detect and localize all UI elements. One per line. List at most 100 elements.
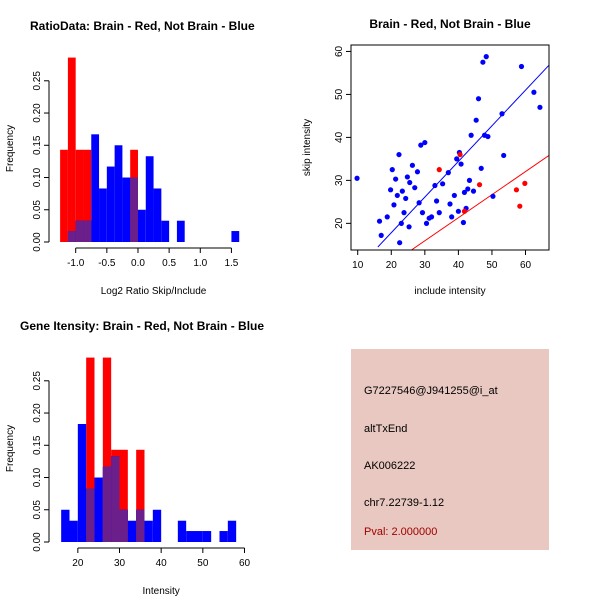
point-brain: [457, 151, 463, 158]
event-type: altTxEnd: [364, 423, 408, 435]
point-not-brain: [451, 192, 457, 199]
point-not-brain: [404, 174, 410, 180]
point-not-brain: [418, 142, 424, 148]
x-tick-label: 20: [386, 260, 398, 271]
point-not-brain: [384, 214, 390, 220]
bar-brain: [136, 449, 145, 542]
not-brain-points: [354, 54, 543, 246]
bar-not-brain: [77, 423, 87, 542]
point-not-brain: [454, 156, 460, 162]
bar-not-brain: [69, 520, 78, 542]
point-not-brain: [403, 195, 409, 202]
x-tick-label: 40: [156, 558, 168, 569]
genomic-location: chr7.22739-1.12: [364, 497, 445, 509]
y-tick-label: 0.00: [32, 532, 43, 552]
bar-brain: [75, 149, 84, 242]
bar-brain: [86, 357, 95, 542]
point-not-brain: [391, 202, 397, 208]
point-not-brain: [414, 169, 421, 175]
y-tick-label: 20: [334, 217, 345, 229]
point-not-brain: [398, 220, 404, 226]
point-not-brain: [412, 185, 418, 191]
brain-fit-line: [411, 155, 549, 250]
scatter-panel: Brain - Red, Not Brain - Blue skip intens…: [300, 0, 600, 300]
x-tick-label: -1.0: [67, 258, 85, 269]
plot-frame: [350, 44, 550, 251]
bar-brain: [102, 357, 112, 542]
point-not-brain: [406, 224, 412, 230]
bar-not-brain: [144, 520, 153, 542]
point-brain: [522, 180, 528, 186]
x-tick-label: 1.5: [224, 258, 238, 269]
probe-id: G7227546@J941255@i_at: [364, 385, 498, 397]
point-not-brain: [376, 218, 383, 224]
x-tick-label: 40: [453, 260, 465, 271]
chart-title: Gene Itensity: Brain - Red, Not Brain - …: [20, 319, 264, 333]
bar-overlap: [130, 177, 138, 242]
point-not-brain: [490, 193, 496, 199]
bar-not-brain: [161, 220, 170, 242]
bar-not-brain: [152, 509, 162, 542]
bar-not-brain: [145, 156, 154, 242]
brain-points: [436, 151, 528, 214]
point-not-brain: [401, 210, 407, 216]
fit-lines: [377, 64, 549, 250]
point-brain: [436, 167, 442, 173]
point-not-brain: [423, 220, 430, 226]
x-axis-title: Log2 Ratio Skip/Include: [101, 286, 207, 297]
point-not-brain: [432, 182, 438, 189]
y-tick-label: 60: [334, 45, 345, 57]
point-not-brain: [447, 201, 453, 207]
bar-brain: [60, 149, 68, 242]
x-axis-title: Intensity: [143, 586, 180, 597]
point-not-brain: [407, 179, 413, 186]
x-tick-label: 30: [419, 260, 431, 271]
y-tick-label: 0.15: [32, 435, 43, 455]
point-not-brain: [518, 63, 525, 70]
pval-text: Pval: 2.000000: [364, 526, 438, 538]
intensity-scatter: Brain - Red, Not Brain - Blue skip intens…: [302, 17, 550, 297]
point-not-brain: [394, 192, 400, 199]
point-not-brain: [478, 165, 484, 171]
x-tick-label: 60: [239, 558, 251, 569]
point-not-brain: [409, 162, 416, 168]
bar-overlap: [67, 231, 76, 242]
y-tick-label: 0.20: [32, 103, 43, 123]
point-not-brain: [399, 188, 405, 194]
bar-not-brain: [227, 520, 237, 542]
ratio-histogram-panel: RatioData: Brain - Red, Not Brain - Blue…: [0, 0, 300, 300]
gene-intensity-histogram: Gene Itensity: Brain - Red, Not Brain - …: [5, 319, 264, 597]
point-not-brain: [501, 152, 507, 159]
bar-overlap: [136, 509, 145, 542]
probe-info-box: G7227546@J941255@i_at altTxEnd AK006222 …: [351, 349, 549, 550]
y-tick-label: 30: [334, 174, 345, 186]
y-tick-label: 0.10: [32, 167, 43, 187]
bar-overlap: [83, 220, 92, 242]
bar-overlap: [86, 488, 95, 542]
point-not-brain: [466, 177, 473, 183]
x-tick-label: 0.0: [131, 258, 145, 269]
y-tick-label: 0.00: [32, 232, 43, 252]
point-not-brain: [445, 170, 451, 176]
y-tick-label: 0.20: [32, 403, 43, 423]
point-not-brain: [461, 189, 468, 196]
bar-overlap: [102, 466, 112, 542]
bar-not-brain: [202, 531, 212, 542]
chart-title: RatioData: Brain - Red, Not Brain - Blue: [30, 19, 255, 33]
ratio-histogram: RatioData: Brain - Red, Not Brain - Blue…: [5, 19, 255, 297]
bar-not-brain: [176, 220, 185, 242]
y-axis-title: Frequency: [5, 425, 16, 472]
point-not-brain: [397, 240, 403, 246]
x-tick-label: 30: [114, 558, 126, 569]
point-not-brain: [468, 132, 474, 138]
point-not-brain: [531, 89, 537, 95]
point-not-brain: [422, 139, 428, 146]
bar-brain: [67, 57, 76, 242]
point-brain: [476, 182, 483, 188]
bar-not-brain: [219, 531, 228, 542]
y-tick-label: 0.10: [32, 467, 43, 487]
chart-title: Brain - Red, Not Brain - Blue: [369, 17, 531, 31]
point-not-brain: [354, 175, 360, 181]
bar-not-brain: [127, 520, 137, 542]
bar-not-brain: [99, 188, 107, 242]
